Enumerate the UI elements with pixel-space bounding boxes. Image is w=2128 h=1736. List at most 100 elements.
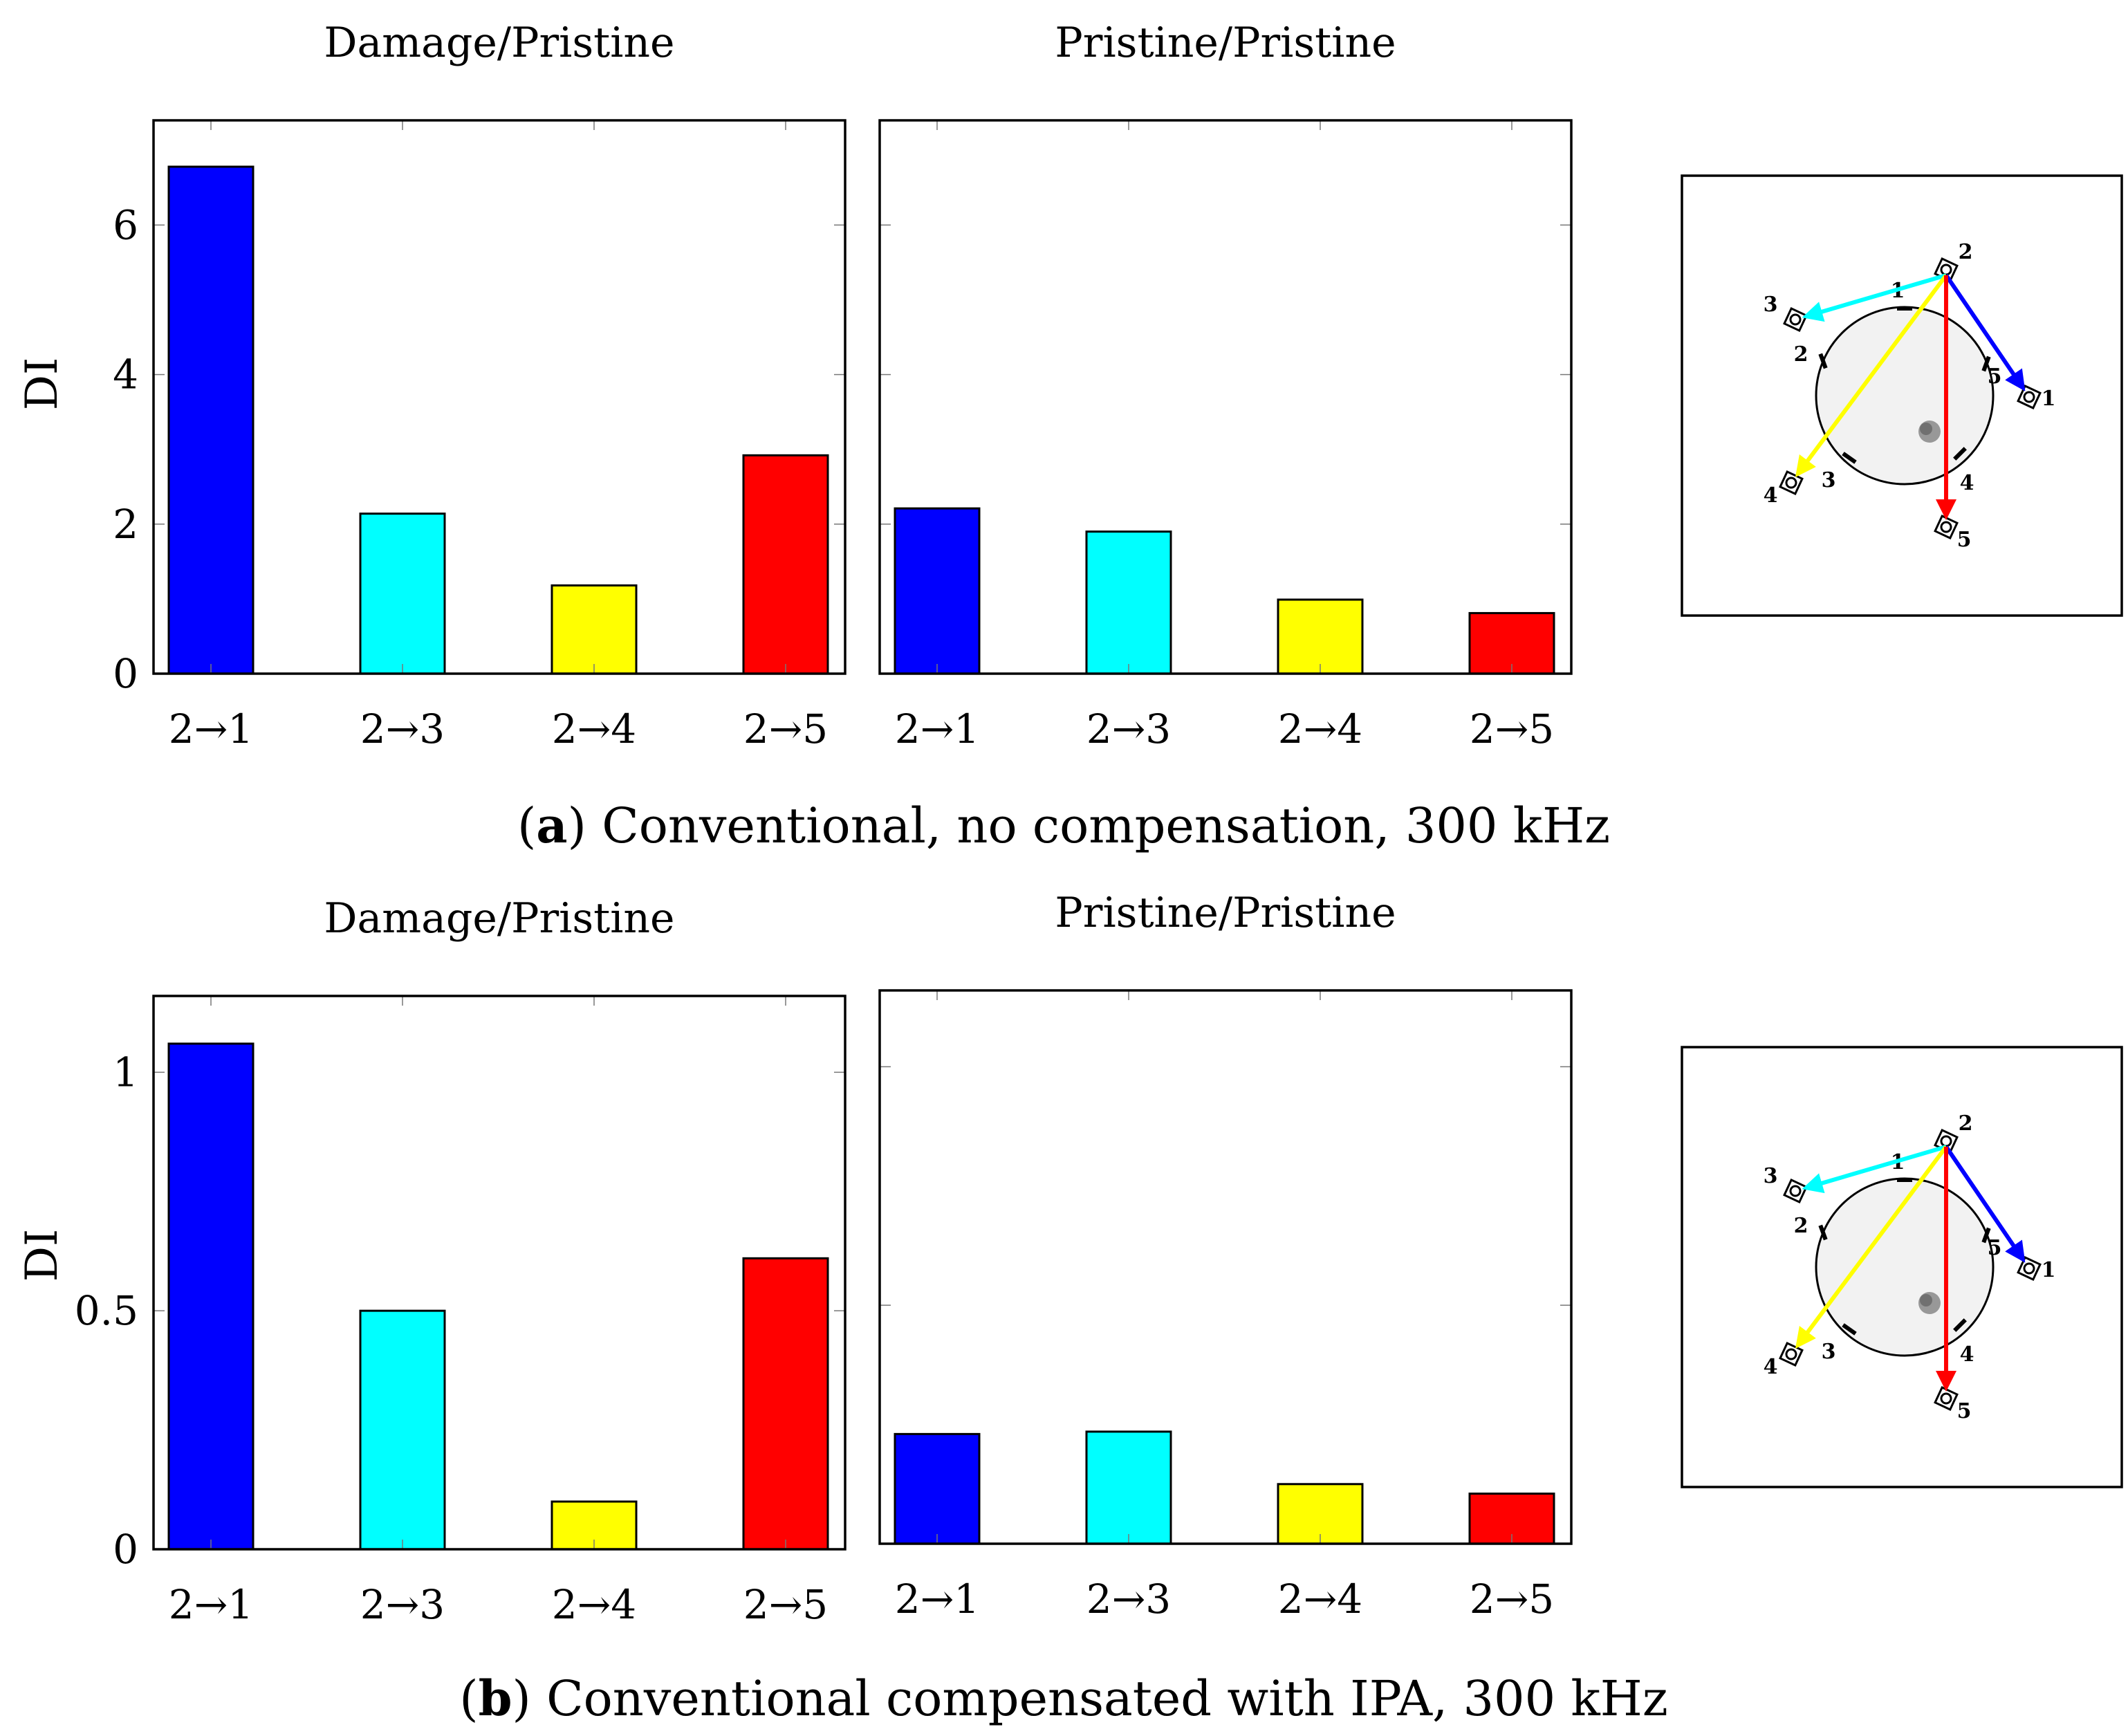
- transducer-4: [1779, 1342, 1804, 1367]
- x-tick-label: 2→1: [169, 705, 253, 752]
- y-tick-label: 0.5: [75, 1287, 138, 1334]
- bar-2-to-3: [359, 513, 446, 675]
- x-tick-label: 2→4: [1278, 705, 1362, 752]
- transducer-element: [1785, 1348, 1797, 1360]
- transducer-label: 4: [1764, 1355, 1778, 1379]
- segment-mark: [1953, 447, 1967, 461]
- bar-2-to-1: [167, 1042, 255, 1551]
- x-tick-label: 2→1: [895, 1576, 979, 1623]
- transducer-label: 1: [2042, 387, 2056, 411]
- segment-label: 4: [1960, 471, 1974, 495]
- bar-2-to-4: [1277, 598, 1364, 675]
- chart-title: Pristine/Pristine: [1055, 19, 1396, 67]
- damage-spot-core: [1920, 423, 1932, 435]
- transducer-label: 5: [1957, 528, 1972, 552]
- bar-chart-1: Damage/Pristine 2→1 2→3 2→4 2→5 0 2 4 6: [113, 19, 846, 752]
- chart-title: Pristine/Pristine: [1055, 889, 1396, 937]
- transducer-element: [1940, 264, 1952, 276]
- bar-2-to-5: [742, 454, 829, 675]
- x-tick-label: 2→3: [1086, 1576, 1171, 1623]
- transducer-label: 5: [1957, 1399, 1972, 1423]
- segment-mark: [1818, 353, 1828, 369]
- caption-a: (a) Conventional, no compensation, 300 k…: [517, 797, 1610, 854]
- chart-title: Damage/Pristine: [324, 19, 674, 67]
- segment-label: 5: [1988, 364, 2002, 389]
- x-tick-label: 2→4: [552, 1581, 636, 1628]
- transducer-label: 3: [1764, 293, 1778, 317]
- x-tick-label: 2→1: [169, 1581, 253, 1628]
- bar-chart-3: Damage/Pristine 2→1 2→3 2→4 2→5 0 0.5 1: [75, 894, 846, 1628]
- y-tick-label: 0: [113, 1526, 138, 1573]
- transducer-4: [1779, 470, 1804, 495]
- segment-mark: [1981, 355, 1991, 372]
- wave-path-2-to-1: [1944, 274, 2026, 391]
- damage-spot-core: [1920, 1294, 1932, 1306]
- bar-2-to-1: [894, 1432, 981, 1545]
- y-tick-label: 1: [113, 1049, 138, 1096]
- bar-2-to-5: [1468, 611, 1555, 675]
- y-tick-label: 6: [113, 201, 138, 248]
- caption-b: (b) Conventional compensated with IPA, 3…: [459, 1670, 1667, 1727]
- segment-label: 3: [1822, 468, 1836, 492]
- plot-frame: [878, 119, 1573, 675]
- segment-mark: [1953, 1318, 1967, 1332]
- transducer-label: 1: [2042, 1258, 2056, 1282]
- y-axis-label-b: DI: [17, 1229, 68, 1282]
- caption-a-letter: a: [536, 797, 567, 854]
- sensor-layout-diagram: 1234512345: [1681, 174, 2123, 617]
- bar-2-to-5: [742, 1257, 829, 1551]
- bar-chart-2: Pristine/Pristine 2→1 2→3 2→4 2→5: [878, 19, 1573, 752]
- y-tick-label: 4: [113, 351, 138, 398]
- transducer-element: [1940, 1135, 1952, 1147]
- bar-chart-4: Pristine/Pristine 2→1 2→3 2→4 2→5: [878, 889, 1573, 1623]
- x-tick-label: 2→3: [360, 705, 445, 752]
- segment-label: 2: [1794, 1214, 1808, 1238]
- wave-path-2-to-1: [1944, 1145, 2026, 1263]
- transducer-3: [1783, 1179, 1808, 1203]
- bar-2-to-3: [359, 1309, 446, 1551]
- segment-mark: [1981, 1227, 1991, 1244]
- x-tick-label: 2→5: [743, 1581, 828, 1628]
- x-tick-label: 2→3: [1086, 705, 1171, 752]
- bar-2-to-4: [550, 584, 638, 675]
- segment-label: 2: [1794, 342, 1808, 367]
- segment-mark: [1818, 1224, 1828, 1241]
- y-tick-label: 2: [113, 501, 138, 548]
- plot-frame: [878, 989, 1573, 1545]
- caption-b-letter: b: [479, 1670, 512, 1727]
- caption-a-text: Conventional, no compensation, 300 kHz: [602, 797, 1610, 854]
- y-tick-label: 0: [113, 650, 138, 697]
- charts-layer: Damage/Pristine 2→1 2→3 2→4 2→5 0 2 4 6 Pristine/…: [75, 19, 1573, 1628]
- x-tick-label: 2→5: [1470, 705, 1554, 752]
- segment-label: 4: [1960, 1342, 1974, 1367]
- wave-path-2-to-4: [1795, 1145, 1948, 1349]
- segment-mark: [1842, 1323, 1857, 1336]
- bar-2-to-3: [1085, 530, 1172, 675]
- transducer-3: [1783, 307, 1808, 332]
- bar-2-to-3: [1085, 1430, 1172, 1545]
- y-axis-label-a: DI: [17, 358, 68, 411]
- transducer-element: [2023, 1262, 2035, 1275]
- segment-label: 3: [1822, 1340, 1836, 1364]
- x-tick-label: 2→5: [743, 705, 828, 752]
- bar-2-to-1: [894, 507, 981, 675]
- x-tick-label: 2→4: [552, 705, 636, 752]
- transducer-element: [2023, 391, 2035, 403]
- x-tick-label: 2→4: [1278, 1576, 1362, 1623]
- transducer-1: [2017, 1256, 2042, 1281]
- segment-mark: [1842, 452, 1857, 464]
- transducer-label: 2: [1959, 240, 1973, 264]
- transducer-label: 3: [1764, 1164, 1778, 1188]
- transducer-element: [1789, 1185, 1802, 1197]
- x-tick-label: 2→1: [895, 705, 979, 752]
- transducer-element: [1789, 313, 1802, 326]
- transducer-label: 2: [1959, 1111, 1973, 1136]
- transducer-element: [1785, 477, 1797, 489]
- x-tick-label: 2→5: [1470, 1576, 1554, 1623]
- transducer-label: 4: [1764, 483, 1778, 508]
- plot-frame: [152, 119, 846, 675]
- chart-title: Damage/Pristine: [324, 894, 674, 943]
- transducer-element: [1940, 521, 1952, 533]
- transducer-element: [1940, 1392, 1952, 1405]
